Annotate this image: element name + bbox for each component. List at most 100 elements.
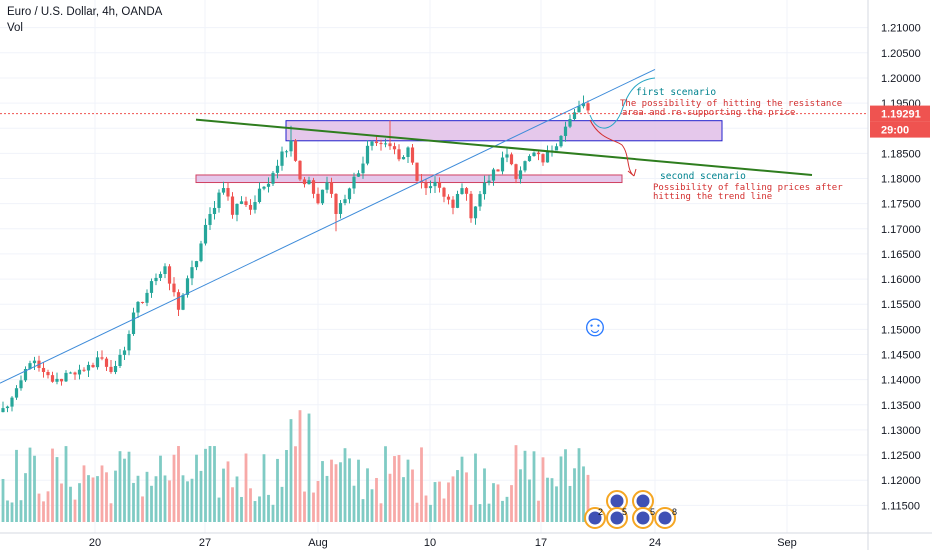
candle-body — [392, 146, 397, 150]
candle-body — [127, 334, 131, 351]
volume-bar — [150, 485, 153, 522]
candle-body — [338, 203, 343, 214]
price-tick-label: 1.14000 — [881, 375, 921, 387]
zones — [195, 120, 723, 184]
volume-bar — [258, 496, 261, 522]
volume-bar — [249, 488, 252, 522]
first-scenario-text-line2: area and re-supporting the price — [622, 108, 795, 118]
price-tick-label: 1.14500 — [881, 349, 921, 361]
volume-bar — [312, 492, 315, 522]
volume-bar — [465, 472, 468, 522]
volume-bar — [316, 480, 320, 522]
second-scenario-text-line2: hitting the trend line — [653, 192, 772, 202]
time-axis[interactable]: 20 27 Aug 10 17 24 Sep — [0, 532, 932, 549]
volume-bar — [199, 470, 203, 522]
volume-bar — [343, 448, 347, 522]
volume-bar — [51, 448, 54, 522]
time-tick-label: Aug — [308, 537, 328, 549]
candle-body — [271, 172, 275, 184]
volume-bar — [303, 491, 306, 522]
candle-body — [82, 369, 86, 371]
volume-bar — [181, 475, 185, 522]
price-tick-label: 1.15500 — [881, 299, 921, 311]
volume-bar — [204, 448, 207, 522]
price-tick-label: 1.12000 — [881, 475, 921, 487]
candle-body — [19, 380, 23, 389]
volume-bar — [168, 480, 171, 522]
candle-body — [113, 366, 118, 373]
candle-body — [122, 350, 127, 355]
volume-bar — [28, 447, 32, 522]
candle-body — [379, 143, 383, 145]
candle-body — [253, 202, 257, 210]
candle-body — [586, 103, 590, 111]
volume-bar — [280, 486, 284, 522]
candle-body — [442, 187, 446, 197]
smiley-icon: ☺ — [580, 310, 611, 343]
candle-body — [181, 294, 185, 310]
volume-bar — [177, 446, 180, 522]
event-markers[interactable]: 2 5 5 8 — [584, 490, 677, 529]
volume-bar — [510, 485, 513, 522]
volume-bar — [501, 500, 504, 522]
symbol-title[interactable]: Euro / U.S. Dollar, 4h, OANDA — [7, 6, 163, 18]
candle-body — [118, 354, 122, 367]
price-axis[interactable]: 1.210001.205001.200001.195001.190001.185… — [867, 0, 932, 550]
second-scenario-text-line1: Possibility of falling prices after — [653, 183, 843, 193]
volume-bar — [145, 471, 149, 522]
descending-trend-line[interactable] — [195, 118, 813, 176]
event-count: 8 — [672, 507, 677, 517]
candle-body — [433, 181, 437, 187]
candle-body — [136, 301, 140, 313]
candle-body — [329, 182, 334, 194]
candle-body — [406, 147, 410, 157]
candle-body — [46, 371, 50, 376]
volume-bar — [69, 486, 72, 522]
candle-body — [95, 357, 100, 368]
volume-bar — [379, 503, 383, 522]
eu-event-icon-flag — [636, 494, 650, 508]
candle-body — [86, 364, 91, 371]
eu-event-icon-flag — [610, 494, 624, 508]
volume-bar — [429, 504, 432, 522]
volume-bar — [24, 473, 27, 522]
candle-body — [577, 106, 581, 113]
time-tick-label: 20 — [89, 537, 101, 549]
volume-bar — [559, 456, 563, 522]
volume-bar — [100, 465, 104, 522]
volume-bar — [456, 470, 459, 522]
candle-body — [172, 283, 176, 293]
volume-bar — [195, 454, 198, 522]
candle-body — [455, 193, 460, 208]
candle-body — [496, 169, 500, 172]
candle-body — [5, 406, 10, 409]
volume-bar — [384, 446, 387, 522]
candle-body — [221, 188, 226, 193]
time-tick-label: 27 — [199, 537, 211, 549]
candle-body — [41, 367, 46, 372]
candle-body — [365, 145, 370, 164]
volume-bar — [136, 475, 140, 522]
price-axis-bg — [868, 0, 932, 550]
candle-body — [68, 372, 73, 374]
candle-body — [383, 143, 388, 145]
volume-bar — [550, 478, 554, 522]
price-tick-label: 1.16500 — [881, 249, 921, 261]
candle-body — [532, 152, 536, 157]
volume-bar — [411, 469, 414, 522]
candle-body — [370, 141, 374, 146]
trend-lines[interactable] — [0, 68, 868, 384]
support-zone — [195, 174, 623, 184]
price-tick-label: 1.20500 — [881, 48, 921, 60]
volume-bar — [451, 476, 455, 522]
price-tick-label: 1.13000 — [881, 425, 921, 437]
candle-body — [541, 154, 545, 163]
volume-bar — [6, 500, 9, 522]
candle-body — [410, 147, 415, 163]
volume-bar — [285, 450, 288, 522]
volume-bar — [438, 481, 441, 522]
ascending-trend-line[interactable] — [0, 68, 656, 384]
volume-label[interactable]: Vol — [7, 22, 23, 34]
